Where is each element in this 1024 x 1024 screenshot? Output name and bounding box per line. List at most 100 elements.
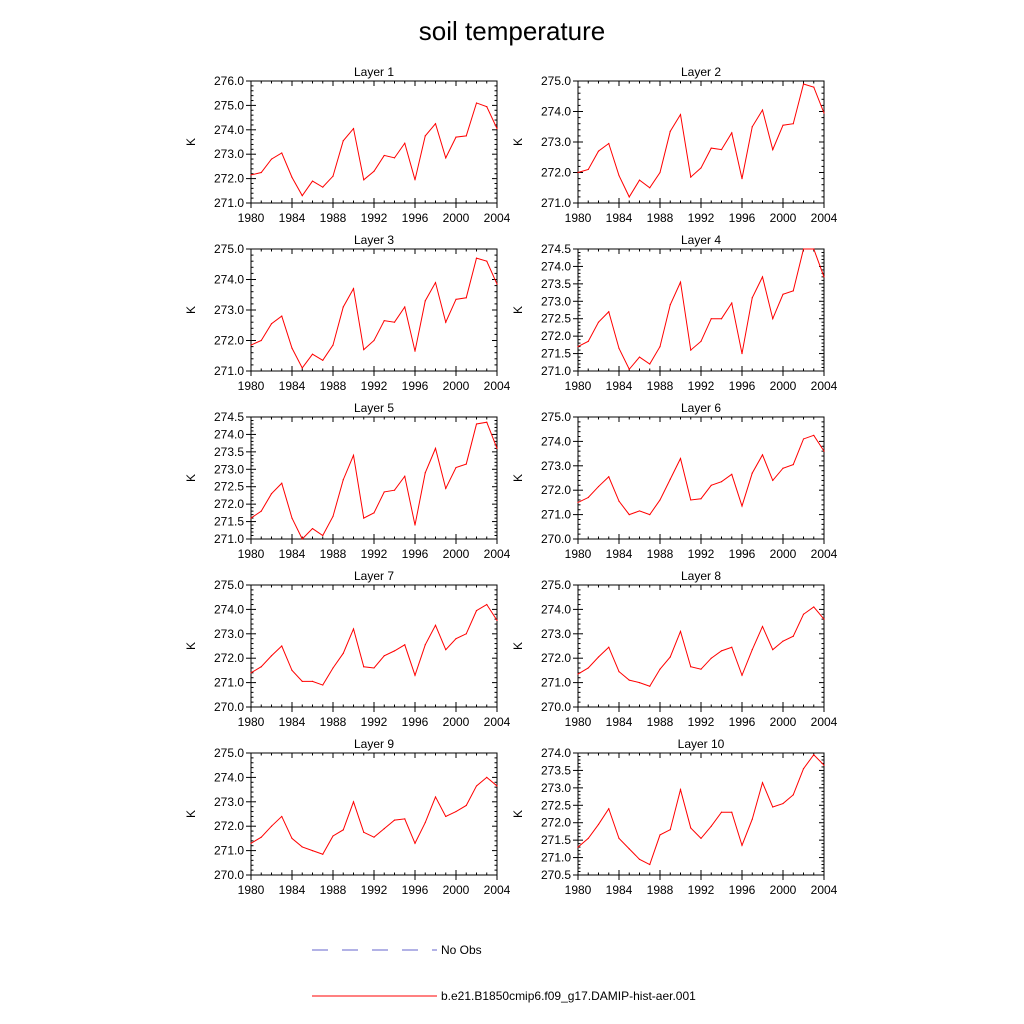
layer-6-data-point xyxy=(628,514,630,516)
layer-3-data-point xyxy=(434,281,437,284)
layer-6-data-point xyxy=(802,438,805,440)
layer-1-xtick-label: 2000 xyxy=(443,211,470,225)
layer-9-data-point xyxy=(281,815,283,818)
layer-7-data-point xyxy=(332,667,334,669)
layer-4-data-point xyxy=(802,248,805,250)
layer-4-ytick-label: 274.0 xyxy=(541,259,571,273)
layer-1-xtick-label: 1992 xyxy=(361,211,388,225)
layer-8-xtick-label: 1992 xyxy=(688,715,715,729)
layer-1-xtick-label: 1980 xyxy=(238,211,265,225)
layer-2-data-point xyxy=(751,126,753,128)
layer-9-xtick-label: 1996 xyxy=(402,883,429,897)
layer-2-series-line xyxy=(577,83,825,198)
layer-3-plot-frame xyxy=(250,248,498,372)
layer-8-ylabel: K xyxy=(511,642,525,650)
layer-8-data-point xyxy=(782,640,784,642)
layer-4-data-point xyxy=(792,290,794,292)
layer-5-xtick-label: 2004 xyxy=(484,547,511,561)
layer-10-ytick-label: 272.5 xyxy=(541,798,571,812)
layer-2-data-point xyxy=(638,179,641,181)
layer-7-xtick-label: 1984 xyxy=(279,715,306,729)
layer-6-data-point xyxy=(587,496,589,499)
layer-8-data-point xyxy=(690,666,692,668)
layer-9-data-point xyxy=(486,776,488,779)
layer-7-xtick-label: 1980 xyxy=(238,715,265,729)
layer-7-data-point xyxy=(455,638,457,640)
layer-10-xtick-label: 2004 xyxy=(811,883,838,897)
layer-10-data-point xyxy=(700,837,702,840)
layer-6-data-point xyxy=(761,454,764,456)
layer-3-ytick-label: 275.0 xyxy=(214,242,244,256)
layer-10-data-point xyxy=(813,754,815,756)
layer-7-series-line xyxy=(250,603,498,686)
layer-3-data-point xyxy=(475,257,478,259)
layer-4-ytick-label: 273.5 xyxy=(541,277,571,291)
layer-2-xtick-label: 1996 xyxy=(729,211,756,225)
layer-7-ytick-label: 275.0 xyxy=(214,578,244,592)
layer-1-data-point xyxy=(260,171,262,174)
layer-2-ytick-label: 274.0 xyxy=(541,105,571,119)
layer-9-ytick-label: 272.0 xyxy=(214,819,244,833)
layer-10-ytick-label: 274.0 xyxy=(541,746,571,760)
layer-4-ylabel: K xyxy=(511,306,525,314)
layer-3-data-point xyxy=(373,339,375,342)
layer-1-xtick-label: 1988 xyxy=(320,211,347,225)
layer-7-data-point xyxy=(393,650,396,652)
layer-8-data-point xyxy=(710,657,712,659)
layer-10-data-point xyxy=(782,802,784,805)
layer-2-data-point xyxy=(669,130,671,132)
layer-7-data-point xyxy=(281,645,283,647)
layer-6-data-point xyxy=(731,473,733,475)
layer-4-data-point xyxy=(761,276,764,278)
layer-2-plot-frame xyxy=(577,80,825,204)
layer-3-data-point xyxy=(291,347,293,349)
layer-10-data-point xyxy=(792,794,794,796)
layer-2-data-point xyxy=(710,147,712,149)
layer-6-data-point xyxy=(669,478,671,480)
layer-8-data-point xyxy=(638,682,641,684)
layer-4-data-point xyxy=(618,347,620,349)
layer-7-ytick-label: 273.0 xyxy=(214,627,244,641)
layer-4-data-point xyxy=(638,356,641,358)
layer-4-data-point xyxy=(587,340,589,342)
layer-1-ytick-label: 276.0 xyxy=(214,74,244,88)
layer-9-data-point xyxy=(496,785,498,787)
layer-6-data-point xyxy=(679,457,682,460)
layer-2-data-point xyxy=(802,83,805,85)
layer-7-ytick-label: 272.0 xyxy=(214,651,244,665)
layer-5-xtick-label: 1984 xyxy=(279,547,306,561)
layer-8-ytick-label: 273.0 xyxy=(541,627,571,641)
layer-8-data-point xyxy=(577,673,579,675)
layer-6-data-point xyxy=(659,499,661,501)
layer-2-data-point xyxy=(649,187,651,189)
layer-7-ytick-label: 271.0 xyxy=(214,676,244,690)
layer-5-ytick-label: 272.5 xyxy=(214,480,244,494)
layer-10-data-point xyxy=(659,834,661,836)
layer-6-ylabel: K xyxy=(511,474,525,482)
layer-5-data-point xyxy=(434,447,437,449)
layer-4-data-point xyxy=(772,318,774,320)
layer-3-xtick-label: 2000 xyxy=(443,379,470,393)
layer-5-data-point xyxy=(250,517,252,519)
layer-7-title: Layer 7 xyxy=(354,569,394,583)
layer-2-data-point xyxy=(659,171,661,174)
layer-5-xtick-label: 1988 xyxy=(320,547,347,561)
layer-7-data-point xyxy=(383,655,385,657)
layer-9-data-point xyxy=(373,836,375,838)
layer-5-series-line xyxy=(250,421,498,540)
layer-5-data-point xyxy=(486,421,488,423)
layer-5-xtick-label: 1992 xyxy=(361,547,388,561)
layer-2-data-point xyxy=(700,167,702,169)
layer-3-data-point xyxy=(363,349,365,351)
layer-10-data-point xyxy=(710,825,712,827)
layer-8-ytick-label: 270.0 xyxy=(541,700,571,714)
layer-2-xtick-label: 1988 xyxy=(647,211,674,225)
layer-4-data-point xyxy=(700,340,702,342)
layer-1-data-point xyxy=(322,186,324,188)
layer-9-title: Layer 9 xyxy=(354,737,394,751)
layer-7-xtick-label: 2000 xyxy=(443,715,470,729)
layer-8-data-point xyxy=(628,679,630,681)
layer-4-data-point xyxy=(710,318,712,320)
layer-3-xtick-label: 1996 xyxy=(402,379,429,393)
layer-3-data-point xyxy=(496,283,498,285)
